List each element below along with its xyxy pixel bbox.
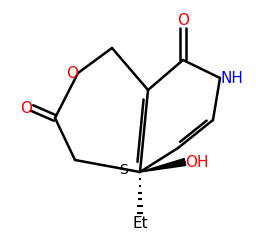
Text: O: O [20, 101, 32, 116]
Text: NH: NH [220, 70, 243, 85]
Text: OH: OH [185, 155, 209, 169]
Text: S: S [119, 163, 128, 177]
Text: Et: Et [132, 216, 148, 231]
Text: O: O [66, 65, 78, 81]
Polygon shape [140, 159, 186, 172]
Text: O: O [177, 13, 189, 28]
